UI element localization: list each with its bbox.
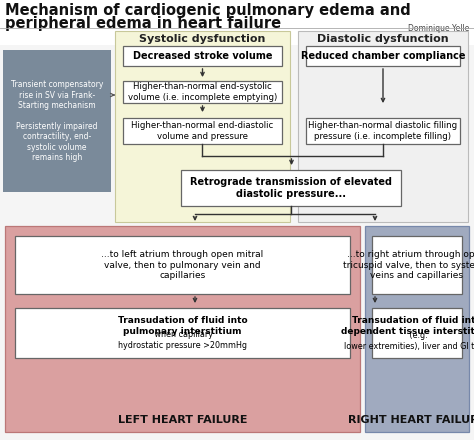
FancyBboxPatch shape: [372, 236, 462, 294]
Text: Higher-than-normal end-systolic
volume (i.e. incomplete emptying): Higher-than-normal end-systolic volume (…: [128, 82, 277, 102]
Text: RIGHT HEART FAILURE: RIGHT HEART FAILURE: [348, 415, 474, 425]
FancyBboxPatch shape: [123, 81, 282, 103]
Text: peripheral edema in heart failure: peripheral edema in heart failure: [5, 16, 281, 31]
Text: Reduced chamber compliance: Reduced chamber compliance: [301, 51, 465, 61]
Text: Mechanism of cardiogenic pulmonary edema and: Mechanism of cardiogenic pulmonary edema…: [5, 3, 411, 18]
Text: Higher-than-normal end-diastolic
volume and pressure: Higher-than-normal end-diastolic volume …: [131, 121, 273, 141]
Text: Retrograde transmission of elevated
diastolic pressure...: Retrograde transmission of elevated dias…: [191, 177, 392, 199]
FancyBboxPatch shape: [115, 31, 290, 222]
Text: (e.g.
lower extremities), liver and GI tract: (e.g. lower extremities), liver and GI t…: [344, 331, 474, 351]
FancyBboxPatch shape: [365, 226, 469, 432]
FancyBboxPatch shape: [182, 170, 401, 206]
FancyBboxPatch shape: [298, 31, 468, 222]
Text: Systolic dysfunction: Systolic dysfunction: [139, 34, 266, 44]
FancyBboxPatch shape: [15, 308, 350, 358]
Text: when capillary
hydrostatic pressure >20mmHg: when capillary hydrostatic pressure >20m…: [118, 330, 247, 350]
Text: Transudation of fluid into
pulmonary interstitium: Transudation of fluid into pulmonary int…: [118, 316, 247, 336]
Text: Decreased stroke volume: Decreased stroke volume: [133, 51, 272, 61]
Text: Transient compensatory
rise in SV via Frank-
Starting mechanism

Persistently im: Transient compensatory rise in SV via Fr…: [11, 80, 103, 162]
Text: Dominique Yelle: Dominique Yelle: [408, 24, 469, 33]
FancyBboxPatch shape: [5, 226, 360, 432]
Text: ...to left atrium through open mitral
valve, then to pulmonary vein and
capillar: ...to left atrium through open mitral va…: [101, 250, 264, 280]
FancyBboxPatch shape: [123, 118, 282, 144]
Text: LEFT HEART FAILURE: LEFT HEART FAILURE: [118, 415, 247, 425]
Text: Higher-than-normal diastolic filling
pressure (i.e. incomplete filling): Higher-than-normal diastolic filling pre…: [309, 121, 457, 141]
FancyBboxPatch shape: [306, 118, 460, 144]
FancyBboxPatch shape: [3, 50, 111, 192]
FancyBboxPatch shape: [15, 236, 350, 294]
FancyBboxPatch shape: [372, 308, 462, 358]
Text: ...to right atrium through open
tricuspid valve, then to systemic
veins and capi: ...to right atrium through open tricuspi…: [343, 250, 474, 280]
FancyBboxPatch shape: [123, 46, 282, 66]
Text: Diastolic dysfunction: Diastolic dysfunction: [317, 34, 449, 44]
FancyBboxPatch shape: [306, 46, 460, 66]
Text: Transudation of fluid into
dependent tissue interstitium: Transudation of fluid into dependent tis…: [340, 316, 474, 336]
FancyBboxPatch shape: [0, 0, 474, 45]
